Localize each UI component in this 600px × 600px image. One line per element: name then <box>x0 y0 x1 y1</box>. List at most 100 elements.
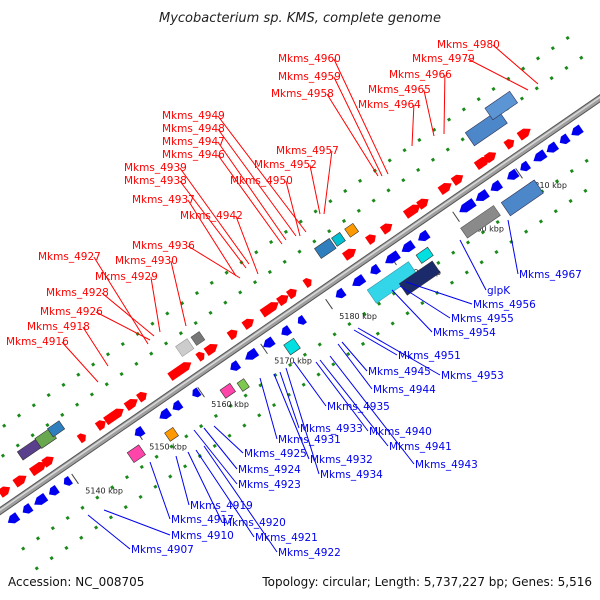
forward-callout-line <box>170 260 187 327</box>
reverse-gene-label: Mkms_4923 <box>238 479 301 491</box>
tick-dot <box>252 280 258 285</box>
gene-arrow <box>281 325 293 336</box>
tick-dot <box>194 290 200 296</box>
tick-dot <box>553 209 558 214</box>
reverse-gene-label: Mkms_4935 <box>327 401 390 413</box>
reverse-gene-label: Mkms_4951 <box>398 350 461 362</box>
tick-dot <box>461 107 466 112</box>
reverse-callout-line <box>315 361 369 432</box>
blast-hit-rect <box>283 337 301 356</box>
forward-callout-line <box>82 326 109 367</box>
gene-arrow <box>285 288 297 300</box>
reverse-gene-label: Mkms_4945 <box>368 366 431 378</box>
tick-dot <box>254 250 259 255</box>
tick-dot <box>312 239 317 244</box>
tick-dot <box>302 352 308 357</box>
tick-dot <box>123 505 128 510</box>
gene-arrow <box>516 128 531 141</box>
gene-arrow <box>302 278 312 288</box>
tick-dot <box>238 290 243 295</box>
gene-arrow <box>263 336 276 348</box>
kbp-tick-mark <box>197 386 205 398</box>
gene-feature <box>520 160 532 172</box>
gene-feature <box>341 248 357 261</box>
forward-callout-line <box>217 128 297 237</box>
tick-dot <box>569 168 574 174</box>
genome-backbone <box>0 94 600 516</box>
tick-dot <box>386 188 391 193</box>
tick-dot <box>49 556 54 561</box>
forward-callout-line <box>423 89 435 137</box>
reverse-gene-label: Mkms_4931 <box>278 434 341 446</box>
gene-feature <box>123 399 138 411</box>
tick-dot <box>2 423 7 428</box>
tick-dot <box>494 249 499 255</box>
gene-arrow <box>230 360 242 371</box>
gene-arrow <box>418 229 431 242</box>
reverse-gene-label: Mkms_4933 <box>300 423 363 435</box>
forward-callout-line <box>235 215 259 275</box>
tick-dot <box>430 157 436 162</box>
gene-feature <box>459 198 477 213</box>
forward-gene-label: Mkms_4959 <box>278 71 341 83</box>
tick-dot <box>242 423 247 428</box>
forward-gene-label: Mkms_4928 <box>46 287 109 299</box>
tick-dot <box>269 239 274 245</box>
gene-arrow <box>475 189 490 202</box>
tick-dot <box>283 229 289 234</box>
reverse-callout-line <box>195 449 255 538</box>
gene-arrow <box>385 250 401 264</box>
forward-gene-label: Mkms_4949 <box>162 110 225 122</box>
blast-hit-rect <box>398 260 441 296</box>
reverse-gene-labels: Mkms_4907 Mkms_4910 Mkms_4917 Mkms_4919 Mkms… <box>131 269 582 559</box>
gene-arrow <box>241 318 254 330</box>
forward-callout-line <box>333 76 383 177</box>
tick-dot <box>476 97 481 102</box>
tick-dot <box>76 372 81 377</box>
gene-arrow <box>507 168 520 180</box>
tick-dot <box>134 361 139 366</box>
tick-dot <box>139 464 144 470</box>
tick-dot <box>282 259 287 264</box>
forward-gene-label: Mkms_4960 <box>278 53 341 65</box>
reverse-callout-line <box>193 429 238 485</box>
tick-dot <box>328 199 333 204</box>
reverse-gene-label: Mkms_4953 <box>441 370 504 382</box>
tick-dot <box>376 301 382 306</box>
forward-callout-line <box>333 58 389 175</box>
blast-hit-box <box>366 261 418 304</box>
tick-dot <box>297 249 302 254</box>
tick-dot <box>288 362 293 368</box>
tick-dot <box>184 434 189 439</box>
gene-arrow <box>503 139 515 150</box>
tick-dot <box>89 392 95 397</box>
tick-dot <box>154 454 159 459</box>
tick-dot <box>124 475 130 480</box>
gene-feature <box>416 198 429 210</box>
tick-dot <box>267 269 272 275</box>
tick-dot <box>538 219 544 224</box>
reverse-gene-label: Mkms_4954 <box>433 327 496 339</box>
tick-dot <box>165 311 170 316</box>
forward-gene-label: Mkms_4930 <box>115 255 178 267</box>
forward-callout-line <box>285 180 301 237</box>
gene-arrow <box>34 492 49 505</box>
gene-feature <box>159 407 172 420</box>
tick-dot <box>223 300 228 305</box>
tick-dot <box>50 526 55 531</box>
blast-hit-rect <box>236 378 250 392</box>
tick-dot <box>35 536 41 541</box>
tick-dot <box>65 515 70 521</box>
forward-gene-label: Mkms_4918 <box>27 321 90 333</box>
reverse-gene-label: Mkms_4955 <box>451 313 514 325</box>
tick-dot <box>75 402 80 407</box>
gene-arrow <box>203 344 218 356</box>
blast-hit-box <box>314 237 337 259</box>
gene-feature <box>450 174 464 186</box>
blast-hit-box <box>331 232 346 247</box>
forward-gene-labels: Mkms_4916 Mkms_4918 Mkms_4926 Mkms_4928 Mkms… <box>6 39 500 348</box>
tick-dot <box>360 341 366 346</box>
tick-dot <box>534 86 539 91</box>
forward-callout-line <box>309 164 321 215</box>
gene-arrow <box>226 329 238 341</box>
